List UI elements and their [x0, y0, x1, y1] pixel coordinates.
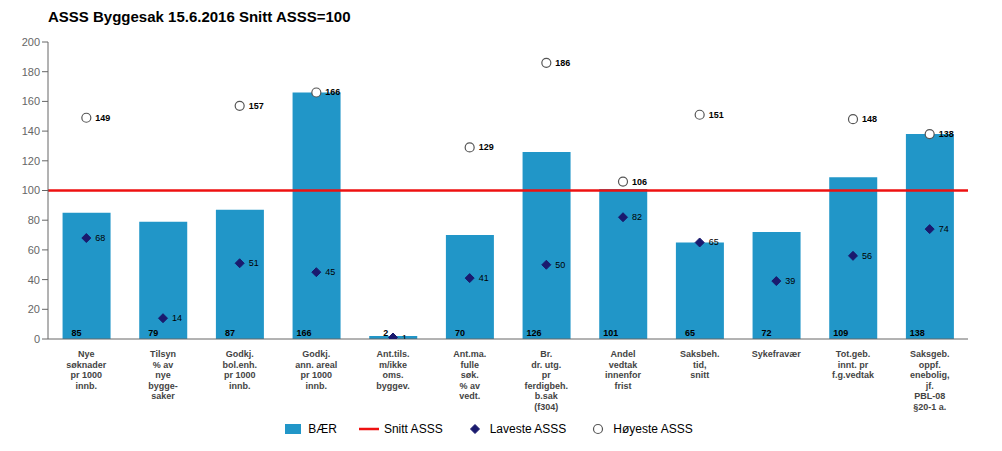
svg-text:166: 166 — [297, 328, 312, 338]
html-text:Laveste ASSS: Laveste ASSS — [489, 422, 567, 436]
svg-text:149: 149 — [95, 113, 110, 123]
svg-text:106: 106 — [632, 177, 647, 187]
svg-text:Sykefravær: Sykefravær — [752, 349, 802, 359]
svg-text:100: 100 — [22, 184, 40, 196]
svg-text:166: 166 — [325, 87, 340, 97]
svg-text:Godkj.ann. arealpr 1000innb.: Godkj.ann. arealpr 1000innb. — [295, 349, 337, 391]
svg-text:138: 138 — [910, 328, 925, 338]
svg-text:160: 160 — [22, 95, 40, 107]
svg-text:65: 65 — [685, 328, 695, 338]
svg-text:2: 2 — [383, 328, 388, 338]
svg-text:120: 120 — [22, 155, 40, 167]
svg-text:157: 157 — [249, 101, 264, 111]
svg-text:Tilsyn% avnyebygge-saker: Tilsyn% avnyebygge-saker — [148, 349, 178, 401]
svg-text:Tot.geb.innt. prf.g.vedtak: Tot.geb.innt. prf.g.vedtak — [832, 349, 875, 380]
html-text:BÆR: BÆR — [308, 422, 337, 436]
svg-text:Nyesøknaderpr 1000innb.: Nyesøknaderpr 1000innb. — [66, 349, 107, 391]
svg-text:39: 39 — [785, 276, 795, 286]
svg-text:126: 126 — [527, 328, 542, 338]
svg-text:101: 101 — [603, 328, 618, 338]
svg-text:138: 138 — [939, 129, 954, 139]
svg-text:Godkj.bol.enh.pr 1000innb.: Godkj.bol.enh.pr 1000innb. — [222, 349, 257, 391]
svg-text:72: 72 — [762, 328, 772, 338]
svg-text:70: 70 — [455, 328, 465, 338]
svg-text:Saksgeb.oppf.enebolig,jf.PBL-0: Saksgeb.oppf.enebolig,jf.PBL-08§20-1 a. — [910, 349, 950, 412]
svg-text:40: 40 — [28, 274, 40, 286]
svg-text:80: 80 — [28, 214, 40, 226]
svg-text:20: 20 — [28, 303, 40, 315]
html-text:ASSS Byggesak 15.6.2016 Snitt: ASSS Byggesak 15.6.2016 Snitt ASSS=100 — [48, 8, 351, 25]
svg-text:200: 200 — [22, 36, 40, 48]
html-text:Snitt ASSS: Snitt ASSS — [383, 422, 443, 436]
svg-text:0: 0 — [34, 333, 40, 345]
svg-text:65: 65 — [709, 237, 719, 247]
svg-text:180: 180 — [22, 66, 40, 78]
svg-text:60: 60 — [28, 244, 40, 256]
svg-text:Br.dr. utg.prferdigbeh.b.sak(f: Br.dr. utg.prferdigbeh.b.sak(f304) — [525, 349, 569, 412]
svg-text:45: 45 — [325, 267, 335, 277]
svg-text:Ant.tils.m/ikkeoms.byggev.: Ant.tils.m/ikkeoms.byggev. — [376, 349, 409, 391]
svg-text:109: 109 — [833, 328, 848, 338]
svg-text:85: 85 — [72, 328, 82, 338]
svg-text:151: 151 — [709, 110, 724, 120]
svg-text:140: 140 — [22, 125, 40, 137]
svg-text:79: 79 — [148, 328, 158, 338]
svg-text:14: 14 — [172, 313, 182, 323]
svg-text:74: 74 — [939, 224, 949, 234]
svg-text:148: 148 — [862, 114, 877, 124]
svg-text:41: 41 — [479, 273, 489, 283]
svg-text:82: 82 — [632, 212, 642, 222]
svg-text:Ant.ma.fullesøk.% avvedt.: Ant.ma.fullesøk.% avvedt. — [453, 349, 486, 401]
svg-text:Andelvedtakinnenforfrist: Andelvedtakinnenforfrist — [605, 349, 641, 391]
svg-text:68: 68 — [95, 233, 105, 243]
html-text:Høyeste ASSS: Høyeste ASSS — [613, 422, 693, 436]
svg-text:51: 51 — [249, 258, 259, 268]
svg-text:Saksbeh.tid,snitt: Saksbeh.tid,snitt — [680, 349, 720, 380]
svg-text:56: 56 — [862, 251, 872, 261]
svg-text:186: 186 — [555, 58, 570, 68]
svg-text:50: 50 — [555, 260, 565, 270]
svg-text:129: 129 — [479, 142, 494, 152]
svg-text:1: 1 — [402, 333, 407, 339]
svg-text:87: 87 — [225, 328, 235, 338]
